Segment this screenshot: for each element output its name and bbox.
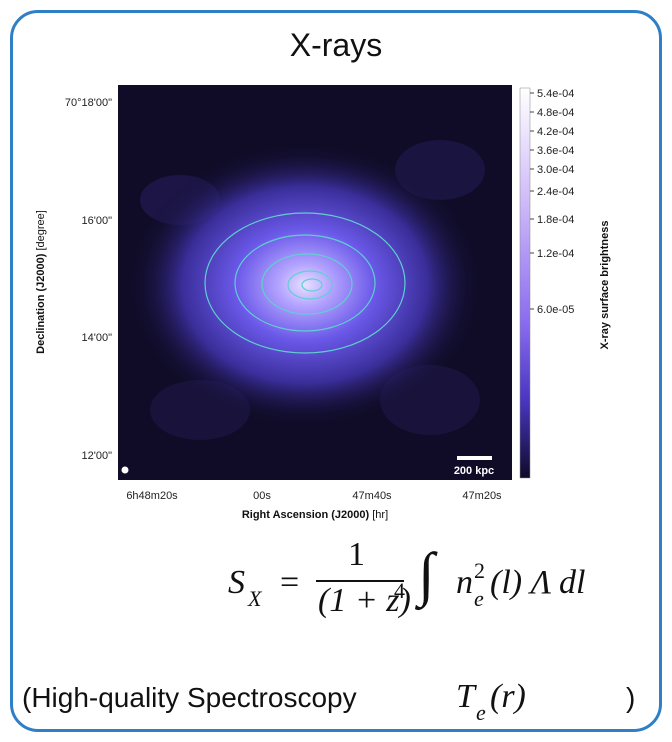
note-symbol-arg: (r) <box>490 678 526 715</box>
x-axis-label: Right Ascension (J2000) [hr] <box>242 509 388 521</box>
y-tick-label: 14'00" <box>82 332 113 344</box>
x-axis-label-main: Right Ascension (J2000) <box>242 509 370 521</box>
note-close: ) <box>626 682 636 713</box>
x-tick-label: 47m40s <box>352 490 392 502</box>
y-tick-label: 16'00" <box>82 215 113 227</box>
formula-denominator-exp: 4 <box>394 578 405 603</box>
fraction-bar <box>316 580 404 582</box>
note-text: (High-quality Spectroscopy <box>22 682 357 713</box>
formula-integral: ∫ <box>418 541 435 607</box>
colorbar-tick-label: 4.2e-04 <box>537 126 574 138</box>
y-axis-label: Declination (J2000) [degree] <box>35 210 47 354</box>
formula: S X = 1 (1 + z) 4 ∫ n 2 e (l) Λ dl <box>228 536 628 626</box>
formula-denominator: (1 + z) <box>318 582 411 619</box>
colorbar-tick-label: 1.8e-04 <box>537 214 574 226</box>
formula-rest: (l) Λ dl <box>490 564 586 601</box>
x-axis-label-unit: [hr] <box>372 509 388 521</box>
colorbar-tick-label: 6.0e-05 <box>537 304 574 316</box>
title: X-rays <box>290 27 382 63</box>
x-tick-label: 47m20s <box>462 490 502 502</box>
x-tick-label: 6h48m20s <box>126 490 178 502</box>
colorbar-tick-label: 5.4e-04 <box>537 88 574 100</box>
formula-numerator: 1 <box>348 536 365 573</box>
y-tick-label: 70°18'00" <box>65 97 112 109</box>
y-tick-label: 12'00" <box>82 450 113 462</box>
y-axis-label-main: Declination (J2000) <box>35 253 47 354</box>
formula-equals: = <box>280 564 300 601</box>
colorbar-tick-label: 4.8e-04 <box>537 107 574 119</box>
colorbar-tick-label: 3.6e-04 <box>537 145 574 157</box>
x-ticks: 6h48m20s 00s 47m40s 47m20s <box>126 490 502 502</box>
formula-n-sup: 2 <box>474 558 485 583</box>
note-symbol-sub: e <box>476 700 486 725</box>
xray-map: 200 kpc <box>118 85 512 480</box>
x-tick-label: 00s <box>253 490 271 502</box>
formula-n: n <box>456 564 473 601</box>
formula-lhs-sub: X <box>248 586 262 611</box>
panel-border <box>10 10 662 732</box>
scale-bar-label: 200 kpc <box>454 465 494 477</box>
colorbar-label: X-ray surface brightness <box>599 221 611 350</box>
colorbar: 5.4e-04 4.8e-04 4.2e-04 3.6e-04 3.0e-04 … <box>519 87 611 479</box>
note-symbol: T <box>456 678 475 715</box>
colorbar-tick-label: 2.4e-04 <box>537 186 574 198</box>
y-ticks: 70°18'00" 16'00" 14'00" 12'00" <box>65 97 112 462</box>
formula-lhs: S <box>228 564 245 601</box>
y-axis-label-unit: [degree] <box>35 210 47 250</box>
formula-n-sub: e <box>474 586 484 611</box>
colorbar-tick-label: 1.2e-04 <box>537 248 574 260</box>
colorbar-tick-label: 3.0e-04 <box>537 164 574 176</box>
